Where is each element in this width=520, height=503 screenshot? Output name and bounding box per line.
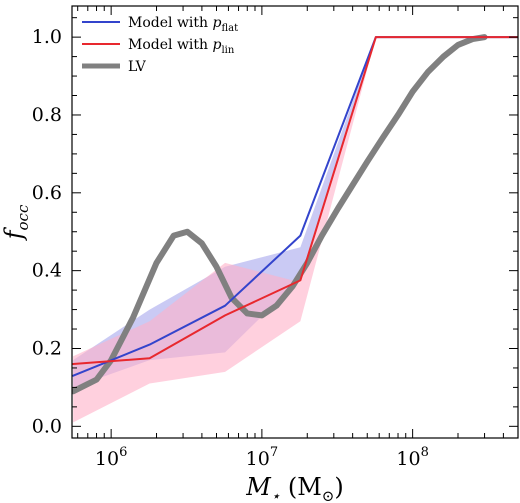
legend-label-sub: lin <box>221 45 234 56</box>
y-tick-label: 0.4 <box>32 260 62 282</box>
legend-label-text: Model with <box>128 15 213 31</box>
series-line-2 <box>72 34 488 395</box>
uncertainty-bands <box>73 37 518 423</box>
x-tick-label-base: 10 <box>396 448 420 470</box>
legend-label-sub: flat <box>221 23 238 34</box>
x-axis-label-unit-sub: ⊙ <box>322 487 335 503</box>
y-tick-label: 0.8 <box>32 104 62 126</box>
plot-frame <box>71 5 519 439</box>
x-tick-labels: 106 107 108 <box>95 445 429 470</box>
legend-label: LV <box>128 59 147 75</box>
band-1 <box>73 37 518 423</box>
y-axis-label: focc <box>0 204 32 241</box>
x-axis-label: M⋆ (M⊙) <box>245 473 344 503</box>
x-axis-label-unit: (M <box>280 473 322 501</box>
legend-label: Model with plin <box>128 37 235 56</box>
y-tick-labels: 0.0 0.2 0.4 0.6 0.8 1.0 <box>32 26 62 437</box>
x-tick-label-exp: 7 <box>270 445 278 460</box>
x-tick-label: 107 <box>246 445 278 470</box>
legend-label-var: p <box>213 15 222 31</box>
x-tick-label-exp: 8 <box>421 445 429 460</box>
legend-label-var: p <box>213 37 222 53</box>
x-tick-label-base: 10 <box>95 448 119 470</box>
y-tick-label: 0.6 <box>32 182 62 204</box>
x-tick-label-exp: 6 <box>119 445 127 460</box>
legend-label: Model with pflat <box>128 15 238 34</box>
legend-label-text: LV <box>128 59 147 75</box>
x-axis-label-sub: ⋆ <box>271 487 280 503</box>
x-axis-label-unit-close: ) <box>334 473 343 501</box>
y-tick-label: 1.0 <box>32 26 62 48</box>
y-axis-label-sub: occ <box>14 204 32 230</box>
axis-ticks <box>72 6 519 438</box>
legend-label-text: Model with <box>128 37 213 53</box>
x-tick-label-base: 10 <box>246 448 270 470</box>
x-axis-label-main: M <box>245 473 272 501</box>
series-line-1 <box>72 36 518 366</box>
x-tick-label: 108 <box>396 445 428 470</box>
y-tick-label: 0.0 <box>32 415 62 437</box>
x-tick-label: 106 <box>95 445 127 470</box>
y-tick-label: 0.2 <box>32 337 62 359</box>
series-lines <box>72 34 518 395</box>
